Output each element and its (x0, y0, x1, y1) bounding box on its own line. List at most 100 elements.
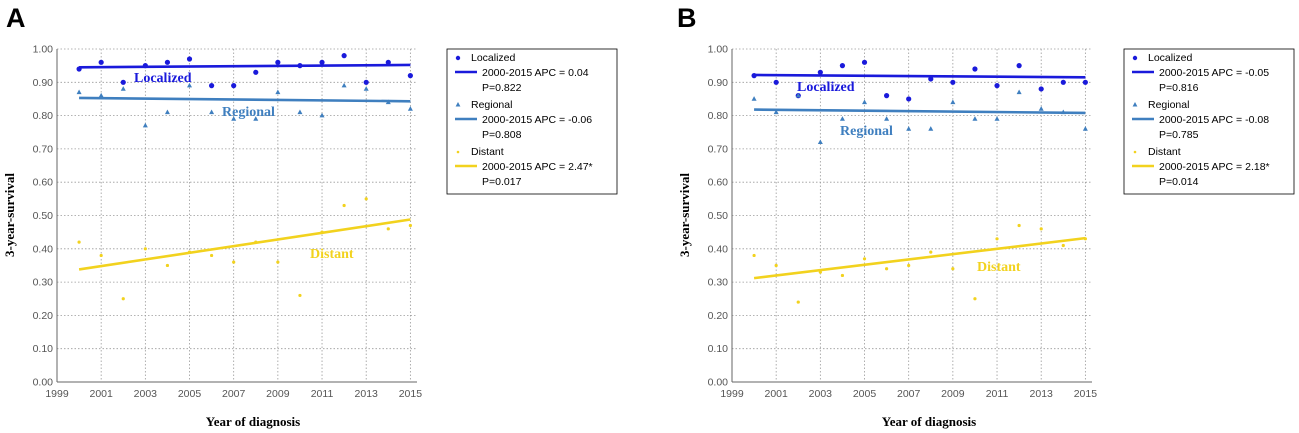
regional-point (817, 139, 823, 145)
legend-distant-marker (1133, 150, 1137, 154)
x-tick-label: 2001 (764, 388, 788, 400)
legend-regional-marker (455, 102, 461, 107)
y-tick-label: 0.70 (33, 143, 54, 155)
regional-annotation: Regional (222, 105, 275, 120)
regional-trend-line (754, 108, 1086, 115)
x-tick-label: 2011 (986, 388, 1009, 400)
legend-localized-apc: 2000-2015 APC = -0.05 (1159, 67, 1269, 79)
distant-point (1061, 243, 1065, 248)
distant-point (973, 297, 977, 301)
y-tick-label: 0.30 (33, 277, 54, 289)
distant-point (165, 263, 170, 268)
legend-localized-label: Localized (1148, 52, 1193, 64)
localized-point (817, 69, 823, 75)
regional-point (1082, 126, 1088, 131)
distant-point (885, 267, 889, 271)
distant-point (907, 263, 911, 268)
localized-point (1016, 63, 1022, 69)
regional-point (164, 109, 170, 115)
localized-point (906, 96, 912, 102)
y-axis-title: 3-year-survival (677, 173, 692, 257)
legend-regional-apc: 2000-2015 APC = -0.06 (482, 114, 592, 126)
distant-annotation: Distant (310, 247, 354, 262)
y-tick-label: 1.00 (33, 44, 54, 56)
distant-point (143, 247, 147, 251)
distant-point (752, 253, 756, 258)
panel-letter: B (677, 3, 697, 33)
y-tick-label: 0.00 (33, 377, 54, 389)
panel-a: A 0.00 0.10 0.20 0.30 0.40 0.50 0.60 0.70 0.80 0.9… (2, 3, 618, 429)
distant-point (840, 273, 845, 278)
x-axis-title: Year of diagnosis (206, 414, 300, 429)
distant-point (364, 197, 368, 201)
regional-point (862, 99, 868, 105)
distant-point (99, 253, 103, 258)
regional-point (839, 116, 845, 121)
regional-point (297, 109, 303, 115)
regional-point (884, 116, 890, 121)
localized-point (186, 56, 193, 62)
legend-regional-marker (1132, 102, 1138, 107)
legend-distant-label: Distant (471, 146, 504, 158)
legend-localized-p: P=0.816 (1159, 82, 1199, 94)
legend-regional-apc: 2000-2015 APC = -0.08 (1159, 114, 1269, 126)
y-tick-label: 0.50 (33, 210, 54, 222)
distant-point (774, 263, 778, 268)
legend-distant-p: P=0.014 (1159, 176, 1199, 188)
y-axis-title: 3-year-survival (2, 173, 17, 257)
distant-point (1017, 223, 1021, 228)
x-tick-label: 2007 (222, 388, 246, 400)
regional-point (142, 122, 148, 128)
distant-point (408, 223, 412, 228)
regional-point (773, 109, 779, 115)
regional-point (98, 92, 104, 98)
x-tick-label: 2013 (1030, 388, 1054, 400)
legend-distant-apc: 2000-2015 APC = 2.18* (1159, 161, 1270, 173)
x-axis-title: Year of diagnosis (882, 414, 976, 429)
distant-point (386, 227, 390, 231)
y-tick-label: 0.30 (708, 277, 729, 289)
legend-localized-apc: 2000-2015 APC = 0.04 (482, 67, 589, 79)
localized-point (253, 69, 259, 75)
localized-point (164, 59, 171, 65)
legend-regional-p: P=0.808 (482, 129, 522, 141)
distant-annotation: Distant (977, 260, 1021, 275)
distant-point (1039, 227, 1043, 231)
localized-point (407, 73, 413, 79)
localized-point (1082, 79, 1088, 85)
regional-point (1016, 89, 1022, 95)
y-tick-label: 0.20 (33, 310, 54, 322)
y-tick-label: 0.20 (708, 310, 729, 322)
regional-point (231, 116, 237, 121)
distant-point (995, 237, 999, 241)
localized-point (972, 66, 978, 72)
legend-regional-label: Regional (471, 99, 512, 111)
y-tick-label: 0.60 (708, 177, 729, 189)
localized-point (275, 59, 281, 65)
y-tick-label: 0.90 (33, 77, 54, 89)
legend-distant-label: Distant (1148, 146, 1181, 158)
distant-point (276, 260, 280, 264)
y-tick-label: 0.80 (708, 110, 729, 122)
regional-point (319, 112, 325, 118)
distant-point (796, 300, 800, 304)
x-tick-label: 2003 (809, 388, 833, 400)
regional-point (76, 89, 82, 95)
x-tick-label: 1999 (720, 388, 744, 400)
regional-point (341, 82, 347, 88)
localized-annotation: Localized (134, 71, 192, 86)
x-tick-label: 1999 (45, 388, 69, 400)
regional-point (795, 92, 801, 98)
localized-point (1038, 86, 1044, 92)
localized-point (928, 76, 934, 82)
x-tick-label: 2001 (89, 388, 113, 400)
localized-point (120, 79, 126, 85)
distant-point (951, 267, 955, 271)
regional-point (751, 96, 757, 101)
x-tick-label: 2005 (853, 388, 877, 400)
distant-point (862, 257, 867, 261)
y-tick-label: 0.10 (33, 343, 54, 355)
regional-point (209, 109, 215, 115)
regional-point (950, 99, 956, 105)
regional-point (253, 116, 259, 121)
